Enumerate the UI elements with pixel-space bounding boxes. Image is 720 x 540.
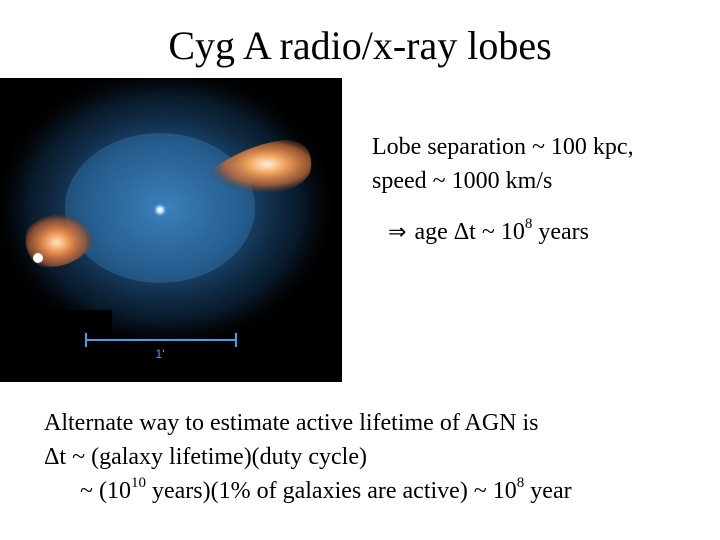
alt-line-1: Alternate way to estimate active lifetim… [44,410,539,436]
radio-lobe-left [25,212,96,268]
lobe-stats: Lobe separation ~ 100 kpc, speed ~ 1000 … [372,130,634,198]
nucleus [153,203,167,217]
age-exponent: 8 [524,216,533,232]
radio-hotspot-left [33,253,43,263]
alt-line-3-a: ~ (10 [80,478,131,504]
alt-line-3-exp2: 8 [516,475,525,491]
alt-line-3-b: years)(1% of galaxies are active) ~ 10 [145,478,517,504]
alt-line-3-c: year [524,478,572,504]
age-prefix: age Δt ~ 10 [414,219,525,245]
slide-title: Cyg A radio/x-ray lobes [168,23,552,68]
cyg-a-composite: 1' [0,78,342,382]
radio-lobe-right [200,140,312,194]
implies-arrow-icon: ⇒ [388,220,407,245]
alternate-estimate: Alternate way to estimate active lifetim… [44,406,572,508]
alt-line-3-exp1: 10 [130,475,146,491]
age-line: ⇒ age Δt ~ 108 years [388,215,589,250]
speed-text: speed ~ 1000 km/s [372,168,553,194]
xray-halo [0,78,335,348]
age-estimate: ⇒ age Δt ~ 108 years [388,215,589,250]
scale-bar [85,333,237,347]
cyg-a-image: 1' [0,78,342,382]
scale-bar-label: 1' [156,347,165,361]
separation-text: Lobe separation ~ 100 kpc, [372,134,634,160]
alt-line-3: ~ (1010 years)(1% of galaxies are active… [44,474,572,508]
alt-line-2: Δt ~ (galaxy lifetime)(duty cycle) [44,444,367,470]
age-suffix: years [532,219,589,245]
